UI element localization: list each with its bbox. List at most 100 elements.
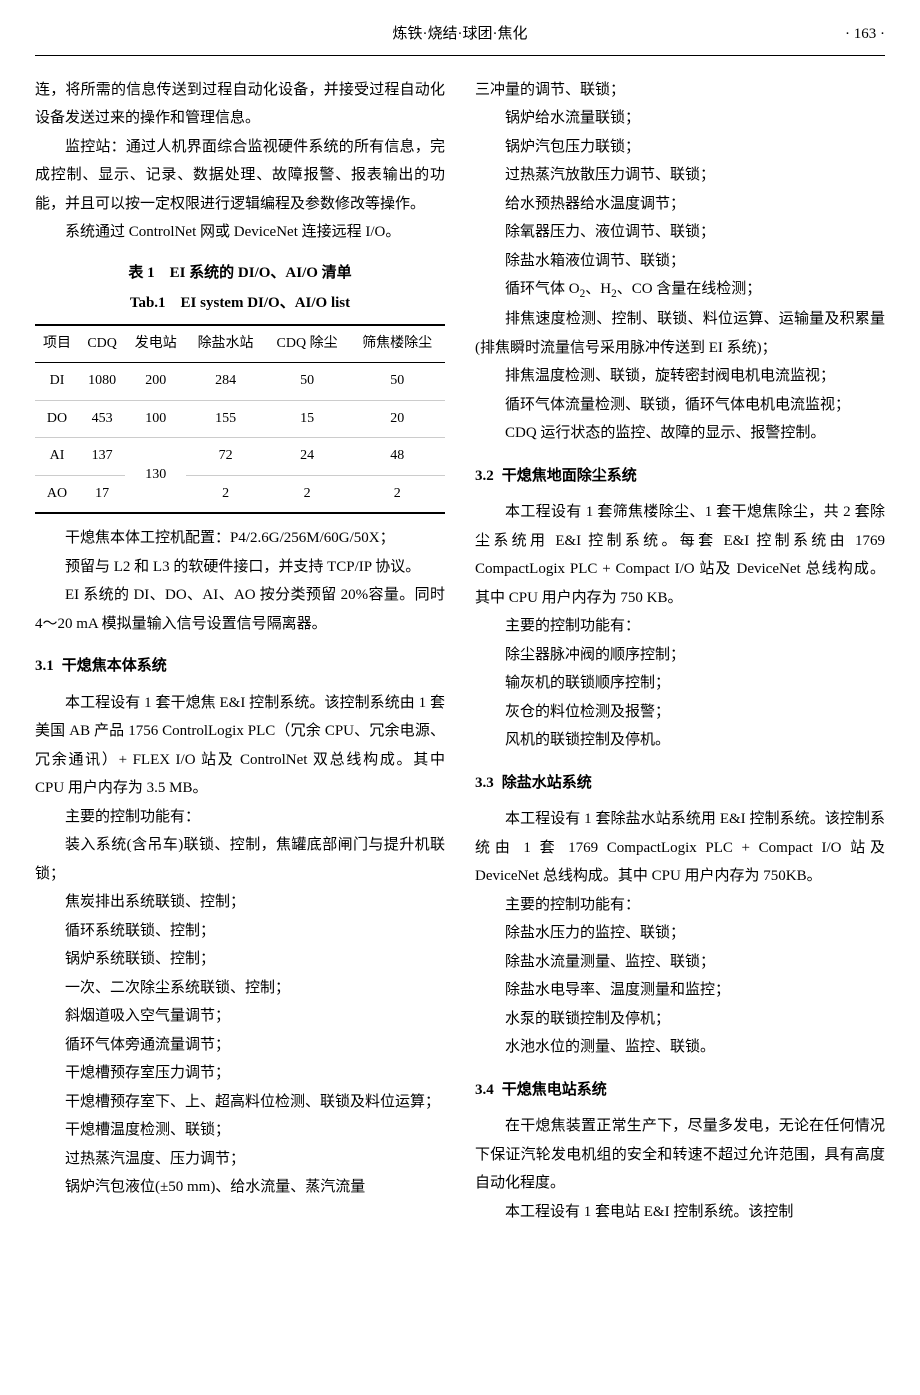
paragraph: 焦炭排出系统联锁、控制；: [35, 888, 445, 917]
td: 130: [125, 438, 186, 514]
th: CDQ 除尘: [265, 325, 350, 363]
left-column: 连，将所需的信息传送到过程自动化设备，并接受过程自动化设备发送过来的操作和管理信…: [35, 76, 445, 1227]
section-title: 除盐水站系统: [502, 775, 592, 791]
table-row: DI 1080 200 284 50 50: [35, 363, 445, 401]
td: 50: [265, 363, 350, 401]
paragraph: 灰仓的料位检测及报警；: [475, 698, 885, 727]
paragraph: 连，将所需的信息传送到过程自动化设备，并接受过程自动化设备发送过来的操作和管理信…: [35, 76, 445, 133]
td: 48: [349, 438, 445, 476]
th: 发电站: [125, 325, 186, 363]
paragraph: 预留与 L2 和 L3 的软硬件接口，并支持 TCP/IP 协议。: [35, 553, 445, 582]
td: 20: [349, 400, 445, 438]
right-column: 三冲量的调节、联锁； 锅炉给水流量联锁； 锅炉汽包压力联锁； 过热蒸汽放散压力调…: [475, 76, 885, 1227]
td: 453: [79, 400, 125, 438]
paragraph: 除盐水压力的监控、联锁；: [475, 919, 885, 948]
section-3-4-heading: 3.4 干熄焦电站系统: [475, 1076, 885, 1105]
paragraph: 干熄槽预存室下、上、超高料位检测、联锁及料位运算；: [35, 1088, 445, 1117]
section-number: 3.3: [475, 775, 494, 791]
paragraph: 除盐水流量测量、监控、联锁；: [475, 948, 885, 977]
section-number: 3.1: [35, 658, 54, 674]
table-caption-en: Tab.1 EI system DI/O、AI/O list: [35, 289, 445, 318]
section-3-3-heading: 3.3 除盐水站系统: [475, 769, 885, 798]
table-row: AI 137 130 72 24 48: [35, 438, 445, 476]
paragraph: 风机的联锁控制及停机。: [475, 726, 885, 755]
paragraph: 本工程设有 1 套干熄焦 E&I 控制系统。该控制系统由 1 套美国 AB 产品…: [35, 689, 445, 803]
paragraph: 水池水位的测量、监控、联锁。: [475, 1033, 885, 1062]
table-row: DO 453 100 155 15 20: [35, 400, 445, 438]
paragraph: 在干熄焦装置正常生产下，尽量多发电，无论在任何情况下保证汽轮发电机组的安全和转速…: [475, 1112, 885, 1198]
section-number: 3.4: [475, 1082, 494, 1098]
th: CDQ: [79, 325, 125, 363]
paragraph: 干熄焦本体工控机配置：P4/2.6G/256M/60G/50X；: [35, 524, 445, 553]
paragraph: EI 系统的 DI、DO、AI、AO 按分类预留 20%容量。同时 4～20 m…: [35, 581, 445, 638]
paragraph: 循环气体旁通流量调节；: [35, 1031, 445, 1060]
paragraph: 主要的控制功能有：: [475, 612, 885, 641]
page-header: 炼铁·烧结·球团·焦化 · 163 ·: [35, 20, 885, 56]
th: 除盐水站: [186, 325, 264, 363]
td: 137: [79, 438, 125, 476]
paragraph: 主要的控制功能有：: [475, 891, 885, 920]
td: 2: [265, 475, 350, 513]
paragraph: 循环系统联锁、控制；: [35, 917, 445, 946]
paragraph: 本工程设有 1 套除盐水站系统用 E&I 控制系统。该控制系统由 1 套 176…: [475, 805, 885, 891]
paragraph: 排焦速度检测、控制、联锁、料位运算、运输量及积累量(排焦瞬时流量信号采用脉冲传送…: [475, 305, 885, 362]
table-row: AO 17 2 2 2: [35, 475, 445, 513]
text: 循环气体 O: [505, 281, 580, 297]
td: 50: [349, 363, 445, 401]
paragraph: 除尘器脉冲阀的顺序控制；: [475, 641, 885, 670]
td: 72: [186, 438, 264, 476]
paragraph: 循环气体流量检测、联锁，循环气体电机电流监视；: [475, 391, 885, 420]
paragraph: 本工程设有 1 套电站 E&I 控制系统。该控制: [475, 1198, 885, 1227]
td: 2: [349, 475, 445, 513]
content-columns: 连，将所需的信息传送到过程自动化设备，并接受过程自动化设备发送过来的操作和管理信…: [35, 76, 885, 1227]
paragraph: 锅炉汽包压力联锁；: [475, 133, 885, 162]
paragraph: 输灰机的联锁顺序控制；: [475, 669, 885, 698]
paragraph: 斜烟道吸入空气量调节；: [35, 1002, 445, 1031]
td: 17: [79, 475, 125, 513]
table-header-row: 项目 CDQ 发电站 除盐水站 CDQ 除尘 筛焦楼除尘: [35, 325, 445, 363]
td: 2: [186, 475, 264, 513]
paragraph: 除氧器压力、液位调节、联锁；: [475, 218, 885, 247]
paragraph: 本工程设有 1 套筛焦楼除尘、1 套干熄焦除尘，共 2 套除尘系统用 E&I 控…: [475, 498, 885, 612]
paragraph: 给水预热器给水温度调节；: [475, 190, 885, 219]
paragraph: 排焦温度检测、联锁，旋转密封阀电机电流监视；: [475, 362, 885, 391]
paragraph: 一次、二次除尘系统联锁、控制；: [35, 974, 445, 1003]
paragraph: CDQ 运行状态的监控、故障的显示、报警控制。: [475, 419, 885, 448]
paragraph: 干熄槽预存室压力调节；: [35, 1059, 445, 1088]
section-title: 干熄焦本体系统: [62, 658, 167, 674]
td: 15: [265, 400, 350, 438]
section-title: 干熄焦电站系统: [502, 1082, 607, 1098]
text: 、H: [585, 281, 611, 297]
paragraph: 干熄槽温度检测、联锁；: [35, 1116, 445, 1145]
th: 项目: [35, 325, 79, 363]
td: 200: [125, 363, 186, 401]
paragraph: 主要的控制功能有：: [35, 803, 445, 832]
paragraph: 三冲量的调节、联锁；: [475, 76, 885, 105]
table-caption-zh: 表 1 EI 系统的 DI/O、AI/O 清单: [35, 259, 445, 288]
paragraph: 系统通过 ControlNet 网或 DeviceNet 连接远程 I/O。: [35, 218, 445, 247]
io-table: 项目 CDQ 发电站 除盐水站 CDQ 除尘 筛焦楼除尘 DI 1080 200…: [35, 324, 445, 515]
page-number: · 163 ·: [845, 20, 885, 49]
td: 1080: [79, 363, 125, 401]
section-number: 3.2: [475, 468, 494, 484]
paragraph: 循环气体 O2、H2、CO 含量在线检测；: [475, 275, 885, 305]
paragraph: 除盐水电导率、温度测量和监控；: [475, 976, 885, 1005]
section-title: 干熄焦地面除尘系统: [502, 468, 637, 484]
header-title: 炼铁·烧结·球团·焦化: [393, 20, 528, 49]
paragraph: 水泵的联锁控制及停机；: [475, 1005, 885, 1034]
paragraph: 锅炉给水流量联锁；: [475, 104, 885, 133]
td: AO: [35, 475, 79, 513]
paragraph: 过热蒸汽温度、压力调节；: [35, 1145, 445, 1174]
section-3-2-heading: 3.2 干熄焦地面除尘系统: [475, 462, 885, 491]
th: 筛焦楼除尘: [349, 325, 445, 363]
text: 、CO 含量在线检测；: [617, 281, 762, 297]
td: 100: [125, 400, 186, 438]
td: DO: [35, 400, 79, 438]
paragraph: 过热蒸汽放散压力调节、联锁；: [475, 161, 885, 190]
paragraph: 监控站：通过人机界面综合监视硬件系统的所有信息，完成控制、显示、记录、数据处理、…: [35, 133, 445, 219]
paragraph: 锅炉系统联锁、控制；: [35, 945, 445, 974]
paragraph: 装入系统(含吊车)联锁、控制，焦罐底部闸门与提升机联锁；: [35, 831, 445, 888]
td: AI: [35, 438, 79, 476]
td: 284: [186, 363, 264, 401]
td: DI: [35, 363, 79, 401]
